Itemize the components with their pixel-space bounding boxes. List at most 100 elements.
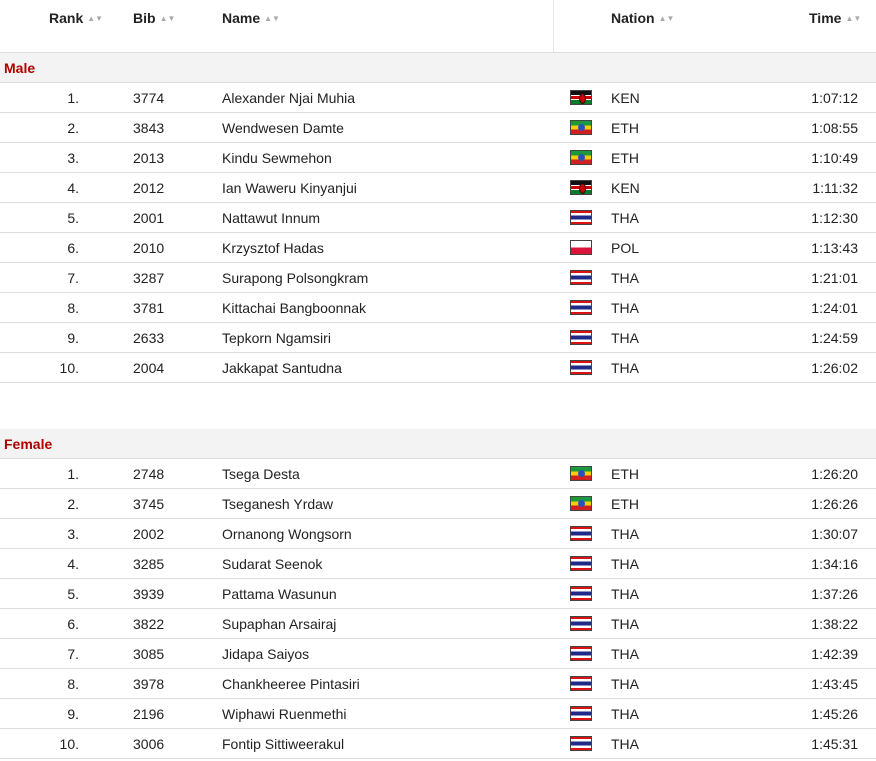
column-header-name[interactable]: Name ▲▼ (222, 10, 280, 26)
time-cell: 1:13:43 (811, 240, 858, 256)
time-cell: 1:24:01 (811, 300, 858, 316)
nation-cell: POL (611, 240, 640, 256)
nation-cell: THA (611, 646, 639, 662)
bib-cell: 3745 (133, 496, 165, 512)
time-cell: 1:26:02 (811, 360, 858, 376)
flag-icon (570, 586, 592, 601)
rank-cell: 7. (67, 646, 79, 662)
time-cell: 1:43:45 (811, 676, 858, 692)
section-title: Female (4, 436, 53, 452)
bib-cell: 3781 (133, 300, 165, 316)
athlete-name-cell[interactable]: Surapong Polsongkram (222, 270, 369, 286)
athlete-name-cell[interactable]: Jakkapat Santudna (222, 360, 342, 376)
table-row[interactable]: 6. 2010 Krzysztof Hadas POL 1:13:43 (0, 233, 876, 263)
table-row[interactable]: 4. 3285 Sudarat Seenok THA 1:34:16 (0, 549, 876, 579)
time-cell: 1:45:26 (811, 706, 858, 722)
nation-cell: THA (611, 360, 639, 376)
flag-icon (570, 706, 592, 721)
table-row[interactable]: 7. 3085 Jidapa Saiyos THA 1:42:39 (0, 639, 876, 669)
flag-icon (570, 526, 592, 541)
nation-cell: ETH (611, 150, 639, 166)
athlete-name-cell[interactable]: Tsega Desta (222, 466, 300, 482)
athlete-name-cell[interactable]: Kittachai Bangboonnak (222, 300, 366, 316)
table-row[interactable]: 9. 2633 Tepkorn Ngamsiri THA 1:24:59 (0, 323, 876, 353)
bib-cell: 2001 (133, 210, 165, 226)
nation-cell: THA (611, 300, 639, 316)
athlete-name-cell[interactable]: Sudarat Seenok (222, 556, 323, 572)
sort-icon[interactable]: ▲▼ (159, 14, 176, 23)
athlete-name-cell[interactable]: Pattama Wasunun (222, 586, 337, 602)
athlete-name-cell[interactable]: Jidapa Saiyos (222, 646, 310, 662)
nation-cell: THA (611, 676, 639, 692)
flag-icon (570, 330, 592, 345)
table-row[interactable]: 7. 3287 Surapong Polsongkram THA 1:21:01 (0, 263, 876, 293)
nation-cell: THA (611, 616, 639, 632)
athlete-name-cell[interactable]: Fontip Sittiweerakul (222, 736, 345, 752)
athlete-name-cell[interactable]: Kindu Sewmehon (222, 150, 332, 166)
rank-cell: 2. (67, 496, 79, 512)
rank-cell: 9. (67, 706, 79, 722)
time-cell: 1:11:32 (812, 180, 858, 196)
rank-cell: 6. (67, 616, 79, 632)
time-cell: 1:34:16 (811, 556, 858, 572)
time-cell: 1:45:31 (811, 736, 858, 752)
athlete-name-cell[interactable]: Tseganesh Yrdaw (222, 496, 334, 512)
column-header-bib[interactable]: Bib ▲▼ (133, 10, 176, 26)
table-row[interactable]: 1. 2748 Tsega Desta ETH 1:26:20 (0, 459, 876, 489)
sort-icon[interactable]: ▲▼ (87, 14, 104, 23)
athlete-name-cell[interactable]: Chankheeree Pintasiri (222, 676, 360, 692)
rank-cell: 3. (67, 150, 79, 166)
column-header-rank[interactable]: Rank ▲▼ (49, 10, 104, 26)
table-row[interactable]: 8. 3781 Kittachai Bangboonnak THA 1:24:01 (0, 293, 876, 323)
table-row[interactable]: 9. 2196 Wiphawi Ruenmethi THA 1:45:26 (0, 699, 876, 729)
bib-cell: 3085 (133, 646, 165, 662)
athlete-name-cell[interactable]: Ian Waweru Kinyanjui (222, 180, 357, 196)
flag-icon (570, 240, 592, 255)
table-row[interactable]: 4. 2012 Ian Waweru Kinyanjui KEN 1:11:32 (0, 173, 876, 203)
rank-cell: 9. (67, 330, 79, 346)
flag-icon (570, 556, 592, 571)
rank-cell: 6. (67, 240, 79, 256)
athlete-name-cell[interactable]: Tepkorn Ngamsiri (222, 330, 331, 346)
nation-cell: THA (611, 210, 639, 226)
rank-cell: 10. (59, 736, 79, 752)
sort-icon[interactable]: ▲▼ (264, 14, 280, 23)
table-row[interactable]: 2. 3745 Tseganesh Yrdaw ETH 1:26:26 (0, 489, 876, 519)
table-row[interactable]: 3. 2002 Ornanong Wongsorn THA 1:30:07 (0, 519, 876, 549)
table-row[interactable]: 10. 2004 Jakkapat Santudna THA 1:26:02 (0, 353, 876, 383)
table-row[interactable]: 3. 2013 Kindu Sewmehon ETH 1:10:49 (0, 143, 876, 173)
nation-cell: THA (611, 270, 639, 286)
bib-cell: 2633 (133, 330, 165, 346)
athlete-name-cell[interactable]: Wendwesen Damte (222, 120, 344, 136)
sort-icon[interactable]: ▲▼ (658, 14, 675, 23)
athlete-name-cell[interactable]: Nattawut Innum (222, 210, 321, 226)
column-header-nation[interactable]: Nation ▲▼ (611, 10, 675, 26)
table-row[interactable]: 2. 3843 Wendwesen Damte ETH 1:08:55 (0, 113, 876, 143)
sort-icon[interactable]: ▲▼ (845, 14, 862, 23)
time-cell: 1:24:59 (811, 330, 858, 346)
table-row[interactable]: 6. 3822 Supaphan Arsairaj THA 1:38:22 (0, 609, 876, 639)
flag-icon (570, 676, 592, 691)
table-row[interactable]: 8. 3978 Chankheeree Pintasiri THA 1:43:45 (0, 669, 876, 699)
athlete-name-cell[interactable]: Wiphawi Ruenmethi (222, 706, 347, 722)
athlete-name-cell[interactable]: Krzysztof Hadas (222, 240, 324, 256)
flag-icon (570, 466, 592, 481)
section-header-male: Male (0, 53, 876, 83)
bib-cell: 2004 (133, 360, 165, 376)
rank-cell: 5. (67, 210, 79, 226)
table-row[interactable]: 1. 3774 Alexander Njai Muhia KEN 1:07:12 (0, 83, 876, 113)
column-header-time[interactable]: Time ▲▼ (809, 10, 862, 26)
flag-icon (570, 150, 592, 165)
nation-cell: THA (611, 706, 639, 722)
athlete-name-cell[interactable]: Supaphan Arsairaj (222, 616, 337, 632)
athlete-name-cell[interactable]: Ornanong Wongsorn (222, 526, 352, 542)
rank-cell: 7. (67, 270, 79, 286)
bib-cell: 3822 (133, 616, 165, 632)
results-table-body: Male 1. 3774 Alexander Njai Muhia KEN 1:07:12… (0, 53, 876, 759)
athlete-name-cell[interactable]: Alexander Njai Muhia (222, 90, 356, 106)
time-cell: 1:30:07 (811, 526, 858, 542)
bib-cell: 2748 (133, 466, 165, 482)
table-row[interactable]: 5. 3939 Pattama Wasunun THA 1:37:26 (0, 579, 876, 609)
table-row[interactable]: 10. 3006 Fontip Sittiweerakul THA 1:45:31 (0, 729, 876, 759)
table-row[interactable]: 5. 2001 Nattawut Innum THA 1:12:30 (0, 203, 876, 233)
